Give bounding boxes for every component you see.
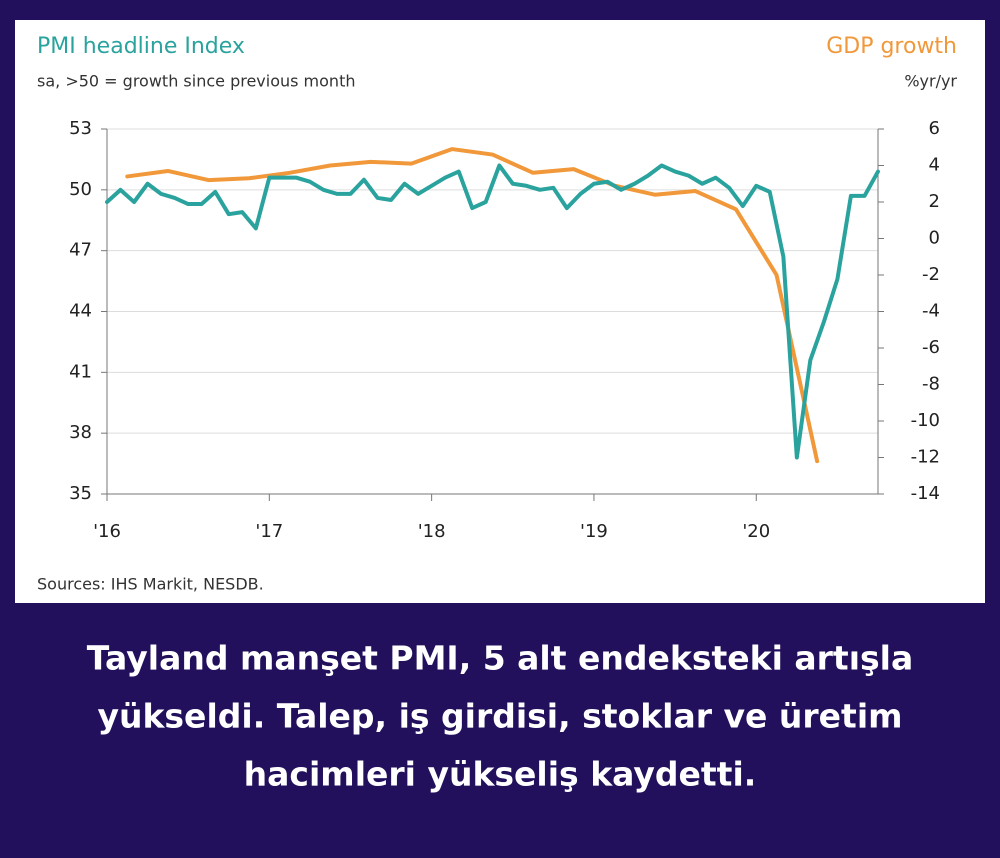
x-tick-label: '17 — [255, 521, 283, 542]
series-line — [105, 163, 880, 460]
y2-tick-label: -6 — [922, 337, 940, 358]
x-tick-label: '16 — [93, 521, 121, 542]
chart: PMI headline Index sa, >50 = growth sinc… — [37, 34, 957, 594]
y-tick-label: 41 — [69, 361, 92, 382]
y2-tick-label: 6 — [929, 118, 940, 139]
y-tick-label: 35 — [69, 483, 92, 504]
y-tick-label: 44 — [69, 301, 92, 322]
y-tick-label: 50 — [69, 179, 92, 200]
y2-tick-label: -8 — [922, 374, 940, 395]
caption-line: hacimleri yükseliş kaydetti. — [244, 755, 757, 794]
y2-tick-label: -10 — [911, 410, 940, 431]
caption-line: yükseldi. Talep, iş girdisi, stoklar ve … — [97, 697, 902, 736]
y2-tick-label: -4 — [922, 301, 940, 322]
y2-tick-label: 0 — [929, 228, 940, 249]
y-tick-label: 47 — [69, 240, 92, 261]
y2-tick-label: -12 — [911, 447, 940, 468]
y-tick-label: 38 — [69, 422, 92, 443]
chart-subtitle: sa, >50 = growth since previous month — [37, 72, 355, 91]
y2-title: GDP growth — [826, 34, 957, 59]
y2-tick-label: -2 — [922, 264, 940, 285]
x-tick-label: '18 — [418, 521, 446, 542]
source-note: Sources: IHS Markit, NESDB. — [37, 575, 264, 594]
y2-tick-label: -14 — [911, 483, 940, 504]
y2-tick-label: 4 — [929, 155, 940, 176]
y-tick-label: 53 — [69, 118, 92, 139]
y2-subtitle: %yr/yr — [904, 72, 957, 91]
series-line — [125, 147, 820, 464]
x-tick-label: '20 — [742, 521, 770, 542]
caption-line: Tayland manşet PMI, 5 alt endeksteki art… — [87, 639, 913, 678]
y2-tick-label: 2 — [929, 191, 940, 212]
x-tick-label: '19 — [580, 521, 608, 542]
chart-title: PMI headline Index — [37, 34, 245, 59]
